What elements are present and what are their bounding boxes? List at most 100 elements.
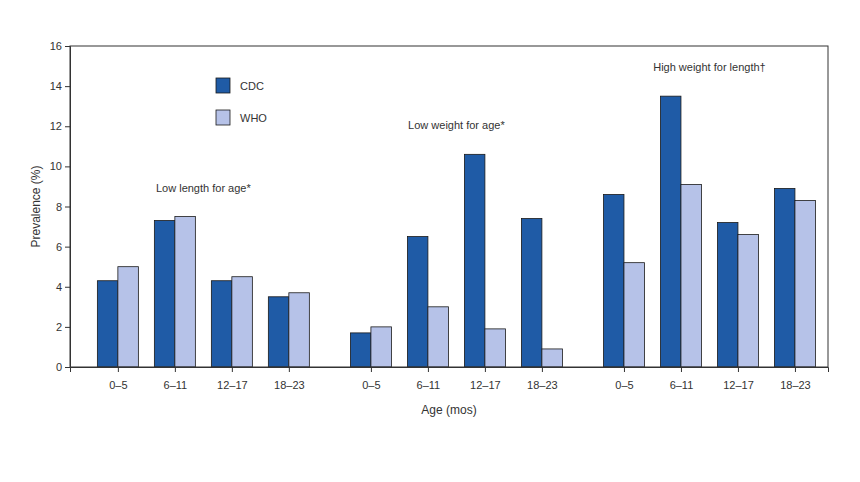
bar: [407, 237, 428, 367]
x-tick-mark: [485, 367, 486, 372]
y-tick: 0: [56, 361, 70, 373]
bar: [681, 184, 702, 367]
y-tick-mark: [65, 207, 70, 208]
y-tick-label: 10: [50, 160, 62, 172]
x-tick-label: 18–23: [274, 379, 305, 391]
y-tick-mark: [65, 126, 70, 127]
x-tick-mark: [175, 367, 176, 372]
bar: [485, 329, 506, 367]
bar: [428, 307, 449, 367]
x-tick: 12–17: [217, 367, 248, 391]
x-tick: 12–17: [723, 367, 754, 391]
x-tick: 6–11: [164, 367, 188, 391]
bar: [717, 223, 738, 367]
y-tick-label: 4: [56, 281, 62, 293]
y-tick-mark: [65, 367, 70, 368]
bar: [118, 267, 139, 367]
y-axis: 0 2 4 6 8 10 12 14 16: [50, 40, 71, 373]
legend-swatch: [216, 110, 230, 125]
y-axis-title: Prevalence (%): [29, 165, 43, 247]
annotation: Low length for age*: [156, 182, 252, 194]
x-tick-mark: [542, 367, 543, 372]
annotation: Low weight for age*: [408, 119, 505, 131]
bar: [624, 263, 645, 367]
plot-frame: [70, 46, 828, 367]
x-tick: 6–11: [670, 367, 694, 391]
bar: [795, 200, 816, 367]
y-tick-label: 6: [56, 241, 62, 253]
x-tick-label: 12–17: [723, 379, 754, 391]
x-tick: 18–23: [274, 367, 305, 391]
bar: [603, 194, 624, 367]
y-tick-mark: [65, 86, 70, 87]
x-tick-mark: [795, 367, 796, 372]
legend-item: CDC: [216, 78, 264, 93]
x-tick-mark: [232, 367, 233, 372]
x-tick-label: 6–11: [670, 379, 694, 391]
y-tick: 16: [50, 40, 70, 52]
x-tick-mark: [624, 367, 625, 372]
x-tick: 0–5: [362, 367, 380, 391]
y-axis-line: [65, 47, 71, 368]
legend-swatch: [216, 78, 230, 93]
y-tick: 14: [50, 80, 70, 92]
y-tick-mark: [65, 46, 70, 47]
y-tick-label: 8: [56, 201, 62, 213]
bar: [154, 221, 175, 367]
x-axis-line: [71, 368, 829, 373]
y-tick-mark: [65, 287, 70, 288]
y-tick-label: 16: [50, 40, 62, 52]
y-tick: 10: [50, 160, 70, 172]
y-tick: 2: [56, 321, 70, 333]
bar: [521, 219, 542, 367]
y-tick: 8: [56, 201, 70, 213]
x-tick-mark: [118, 367, 119, 372]
bar: [660, 96, 681, 367]
legend-label: WHO: [240, 112, 267, 124]
bar: [738, 235, 759, 367]
annotation: High weight for length†: [653, 61, 766, 73]
bar: [97, 281, 118, 367]
x-tick-mark: [428, 367, 429, 372]
chart: 0 2 4 6 8 10 12 14 16 0–5 6–11 12–17 18–23 0–5 6–11 12–…: [0, 0, 860, 482]
x-tick-label: 0–5: [362, 379, 380, 391]
x-tick: 18–23: [780, 367, 811, 391]
bar: [371, 327, 392, 367]
x-tick: 0–5: [109, 367, 127, 391]
x-tick-label: 12–17: [470, 379, 501, 391]
x-axis: 0–5 6–11 12–17 18–23 0–5 6–11 12–17 18–23 0–5 6–1…: [71, 367, 829, 391]
x-tick: 0–5: [615, 367, 633, 391]
y-tick-label: 12: [50, 120, 62, 132]
legend: CDC WHO: [216, 78, 267, 125]
bar: [542, 349, 563, 367]
x-tick-mark: [371, 367, 372, 372]
bar: [464, 154, 485, 367]
x-tick-label: 6–11: [164, 379, 188, 391]
x-tick-label: 0–5: [109, 379, 127, 391]
y-tick: 4: [56, 281, 70, 293]
x-tick-mark: [738, 367, 739, 372]
x-tick-label: 0–5: [615, 379, 633, 391]
x-tick: 18–23: [527, 367, 558, 391]
bar: [175, 217, 196, 367]
y-tick-mark: [65, 247, 70, 248]
x-axis-title: Age (mos): [421, 403, 476, 417]
bar: [268, 297, 289, 367]
y-tick-label: 14: [50, 80, 62, 92]
x-tick: 12–17: [470, 367, 501, 391]
bars: [97, 96, 815, 367]
bar: [350, 333, 371, 367]
x-tick-label: 18–23: [527, 379, 558, 391]
legend-label: CDC: [240, 80, 264, 92]
y-tick: 12: [50, 120, 70, 132]
bar: [211, 281, 232, 367]
bar: [774, 188, 795, 367]
bar: [232, 277, 253, 367]
legend-item: WHO: [216, 110, 267, 125]
x-tick-label: 6–11: [417, 379, 441, 391]
x-tick-label: 18–23: [780, 379, 811, 391]
x-tick: 6–11: [417, 367, 441, 391]
y-tick-label: 2: [56, 321, 62, 333]
x-tick-label: 12–17: [217, 379, 248, 391]
y-tick: 6: [56, 241, 70, 253]
